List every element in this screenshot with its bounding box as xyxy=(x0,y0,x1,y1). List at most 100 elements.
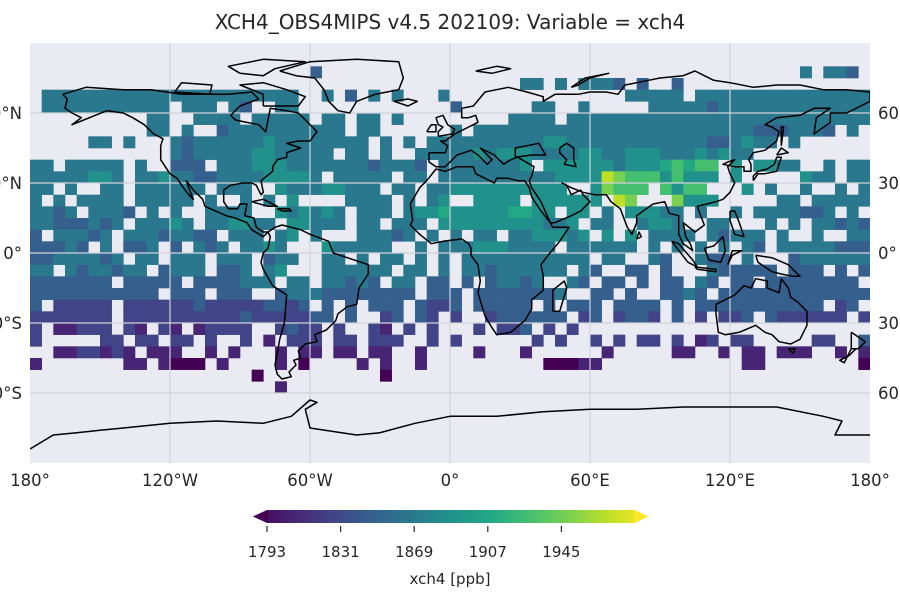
grid-cell xyxy=(240,311,252,324)
grid-cell xyxy=(123,89,136,102)
grid-cell xyxy=(578,159,591,172)
grid-cell xyxy=(496,288,509,300)
grid-cell xyxy=(566,136,579,149)
grid-cell xyxy=(100,159,112,172)
grid-cell xyxy=(835,346,847,359)
grid-cell xyxy=(146,113,159,125)
colorbar-label: xch4 [ppb] xyxy=(410,570,491,588)
grid-cell xyxy=(88,299,101,312)
grid-cell xyxy=(251,124,264,137)
grid-cell xyxy=(706,218,719,230)
grid-cell xyxy=(310,183,322,195)
grid-cell xyxy=(590,159,602,172)
grid-cell xyxy=(473,183,486,195)
grid-cell xyxy=(776,276,789,289)
grid-cell xyxy=(543,183,556,195)
grid-cell xyxy=(135,101,147,114)
grid-cell xyxy=(275,253,287,265)
grid-cell xyxy=(170,229,182,242)
grid-cell xyxy=(321,206,334,219)
grid-cell xyxy=(660,264,672,277)
colorbar-tick-label: 1945 xyxy=(542,543,580,561)
grid-cell xyxy=(811,113,824,125)
grid-cell xyxy=(741,276,754,289)
grid-cell xyxy=(485,159,497,172)
grid-cell xyxy=(321,299,334,312)
grid-cell xyxy=(333,113,346,125)
grid-cell xyxy=(170,334,182,347)
grid-cell xyxy=(88,276,101,289)
grid-cell xyxy=(613,194,626,207)
grid-cell xyxy=(858,171,870,184)
grid-cell xyxy=(741,89,754,102)
grid-cell xyxy=(508,276,521,289)
grid-cell xyxy=(741,311,754,324)
grid-cell xyxy=(65,241,77,254)
grid-cell xyxy=(181,159,194,172)
grid-cell xyxy=(356,194,369,207)
grid-cell xyxy=(76,218,89,230)
grid-cell xyxy=(683,171,696,184)
heatmap-cells xyxy=(30,66,870,394)
grid-cell xyxy=(368,299,381,312)
grid-cell xyxy=(275,148,287,160)
grid-cell xyxy=(228,229,241,242)
grid-cell xyxy=(450,288,462,300)
grid-cell xyxy=(216,113,229,125)
grid-cell xyxy=(520,299,532,312)
grid-cell xyxy=(671,218,684,230)
coastline xyxy=(635,231,643,240)
grid-cell xyxy=(41,241,54,254)
grid-cell xyxy=(146,299,159,312)
grid-cell xyxy=(473,124,486,137)
grid-cell xyxy=(240,276,252,289)
grid-cell xyxy=(660,229,672,242)
grid-cell xyxy=(30,229,42,242)
grid-cell xyxy=(275,206,287,219)
grid-cell xyxy=(800,299,812,312)
grid-cell xyxy=(205,171,217,184)
grid-cell xyxy=(648,229,661,242)
grid-cell xyxy=(65,206,77,219)
grid-cell xyxy=(286,299,299,312)
grid-cell xyxy=(391,229,404,242)
grid-cell xyxy=(730,229,742,242)
grid-cell xyxy=(216,206,229,219)
grid-cell xyxy=(741,241,754,254)
grid-cell xyxy=(426,183,439,195)
grid-cell xyxy=(543,323,556,335)
grid-cell xyxy=(835,89,847,102)
grid-cell xyxy=(123,288,136,300)
grid-cell xyxy=(601,183,614,195)
grid-cell xyxy=(625,183,637,195)
grid-cell xyxy=(590,358,602,370)
grid-cell xyxy=(310,229,322,242)
grid-cell xyxy=(741,148,754,160)
grid-cell xyxy=(450,148,462,160)
grid-cell xyxy=(100,334,112,347)
grid-cell xyxy=(590,264,602,277)
grid-cell xyxy=(41,288,54,300)
y-tick-label-right: 0° xyxy=(878,244,897,263)
grid-cell xyxy=(228,89,241,102)
grid-cell xyxy=(216,171,229,184)
grid-cell xyxy=(730,148,742,160)
grid-cell xyxy=(228,346,241,359)
grid-cell xyxy=(30,206,42,219)
grid-cell xyxy=(660,136,672,149)
grid-cell xyxy=(146,346,159,359)
grid-cell xyxy=(310,311,322,324)
grid-cell xyxy=(123,358,136,370)
grid-cell xyxy=(263,264,276,277)
grid-cell xyxy=(251,113,264,125)
grid-cell xyxy=(181,299,194,312)
grid-cell xyxy=(461,206,474,219)
grid-cell xyxy=(65,171,77,184)
grid-cell xyxy=(111,101,124,114)
grid-cell xyxy=(765,89,777,102)
coastline xyxy=(239,81,307,107)
grid-cell xyxy=(146,183,159,195)
grid-cell xyxy=(53,323,66,335)
grid-cell xyxy=(765,299,777,312)
grid-cell xyxy=(555,264,567,277)
